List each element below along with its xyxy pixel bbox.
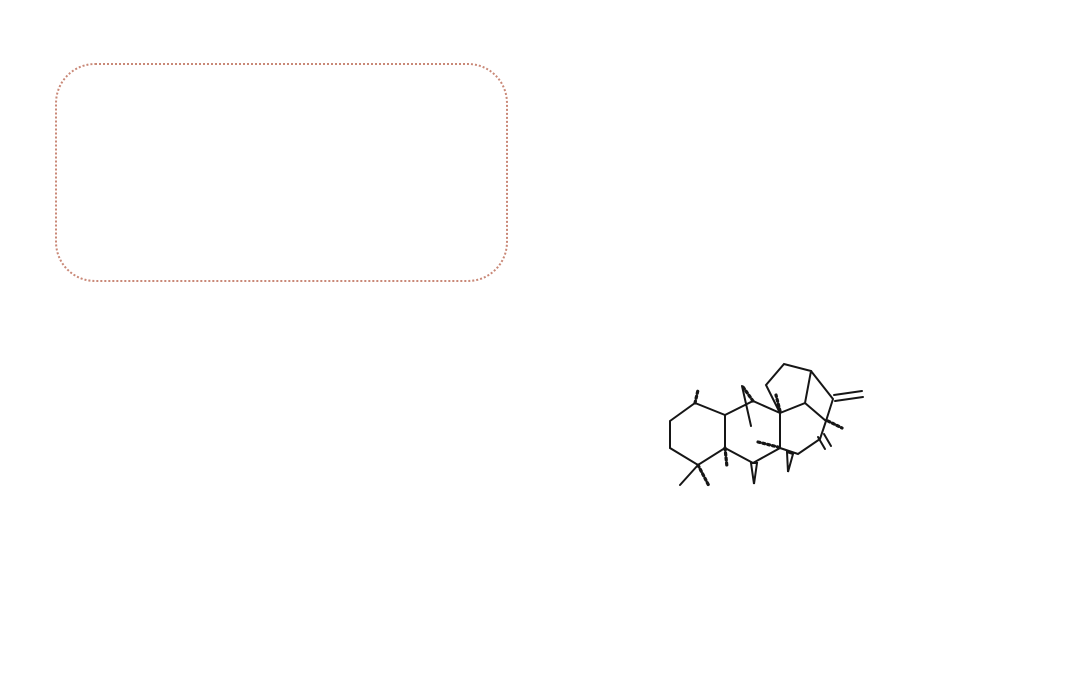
double-bonds (817, 390, 864, 450)
oridonin-structure (669, 362, 864, 488)
wedge-bonds (749, 450, 795, 485)
coupling-inset-box (55, 63, 508, 282)
hashed-bonds (693, 385, 844, 488)
